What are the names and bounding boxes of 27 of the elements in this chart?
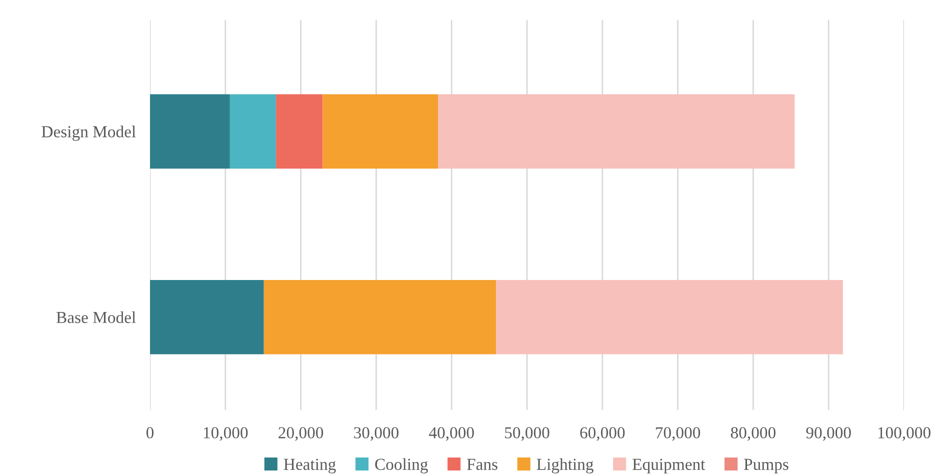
x-tick-label: 50,000 <box>505 427 550 441</box>
legend-label: Cooling <box>375 458 428 474</box>
bar <box>264 280 496 354</box>
x-tick-label: 80,000 <box>730 427 776 441</box>
y-tick-label: Design Model <box>42 126 136 141</box>
legend-label: Fans <box>467 458 498 470</box>
bar <box>150 94 230 169</box>
x-tick-label: 70,000 <box>656 427 700 441</box>
bar <box>322 94 438 169</box>
bar <box>276 94 323 169</box>
y-tick-label: Base Model <box>56 311 136 324</box>
x-tick-label: 0 <box>146 427 154 438</box>
legend-label: Equipment <box>632 458 706 474</box>
bar <box>496 280 843 354</box>
legend-label: Pumps <box>744 458 788 474</box>
bar <box>438 94 795 169</box>
x-tick-label: 40,000 <box>429 427 474 441</box>
x-tick-label: 90,000 <box>806 427 851 441</box>
legend-label: Lighting <box>536 458 594 474</box>
x-tick-label: 60,000 <box>580 427 625 441</box>
bar <box>230 94 276 169</box>
x-tick-label: 20,000 <box>278 427 324 441</box>
legend-label: Heating <box>284 458 336 474</box>
x-tick-label: 30,000 <box>354 427 398 441</box>
bar <box>150 280 264 354</box>
x-tick-label: 10,000 <box>204 427 248 441</box>
x-tick-label: 100,000 <box>878 427 930 441</box>
